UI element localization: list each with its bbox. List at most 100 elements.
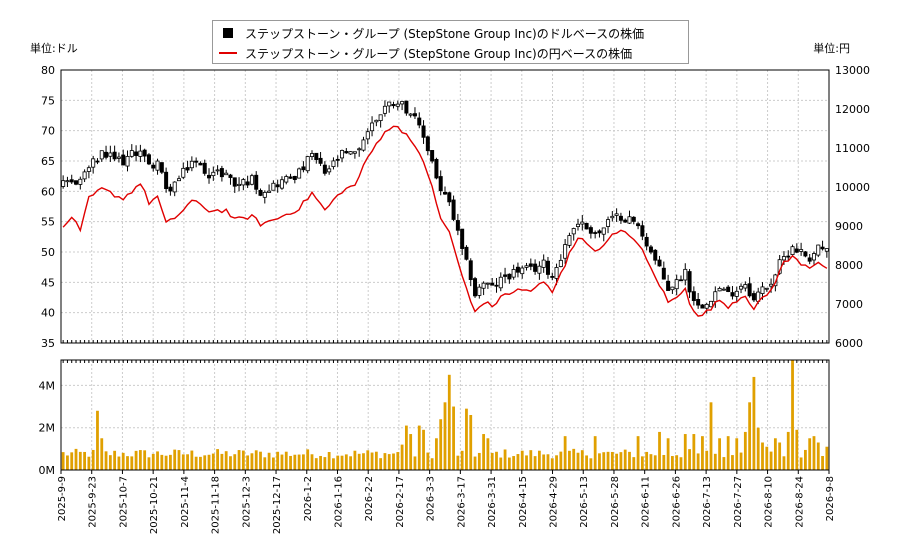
candle-body — [65, 180, 70, 183]
y-right-tick-label: 8000 — [835, 259, 863, 272]
volume-bar — [469, 415, 473, 470]
volume-bar — [100, 438, 104, 470]
candle-body — [271, 182, 276, 191]
candle-body — [254, 174, 259, 190]
candle-body — [790, 246, 795, 255]
candle-body — [134, 151, 139, 156]
candle-body — [151, 164, 156, 169]
candle-body — [249, 175, 254, 185]
candle-body — [730, 292, 735, 297]
candle-body — [803, 251, 808, 257]
candle-body — [309, 153, 314, 157]
volume-bar — [615, 453, 619, 470]
volume-bar — [143, 450, 147, 470]
candle-body — [434, 158, 439, 179]
candle-body — [322, 164, 327, 174]
legend-label-jpy: ステップストーン・グループ (StepStone Group Inc)の円ベース… — [245, 46, 633, 61]
volume-bar — [66, 455, 69, 470]
volume-bar — [808, 438, 812, 470]
volume-bar — [293, 454, 297, 470]
candle-body — [395, 103, 400, 107]
candle-body — [318, 157, 323, 164]
candle-body — [378, 114, 383, 121]
y-left-tick-label: 35 — [41, 337, 55, 350]
volume-bar — [216, 449, 220, 470]
candle-body — [288, 176, 293, 179]
volume-bar — [61, 452, 65, 470]
volume-bar — [181, 454, 185, 470]
candle-body — [408, 113, 413, 116]
volume-bar — [130, 456, 134, 470]
y-right-tick-label: 9000 — [835, 220, 863, 233]
candle-body — [648, 246, 653, 253]
candle-body — [314, 152, 319, 160]
candle-body — [357, 148, 362, 151]
x-tick-label: 2026-3-3 — [426, 476, 437, 521]
volume-bar — [769, 451, 773, 470]
candle-body — [348, 151, 353, 155]
candle-body — [417, 117, 422, 126]
candle-body — [284, 176, 289, 183]
candle-body — [657, 259, 662, 267]
y-left-tick-label: 55 — [41, 216, 55, 229]
volume-bar — [70, 452, 74, 470]
volume-bar — [653, 455, 657, 470]
volume-frame — [60, 359, 830, 471]
candle-body — [69, 179, 74, 183]
candle-body — [533, 263, 538, 272]
candle-body — [627, 216, 632, 224]
candle-body — [696, 299, 701, 306]
x-tick-label: 2026-6-26 — [671, 476, 682, 528]
candle-body — [168, 186, 173, 192]
candle-body — [202, 162, 207, 174]
volume-bar — [580, 450, 584, 470]
candle-body — [726, 286, 731, 292]
volume-bar — [593, 436, 597, 470]
volume-bar — [568, 450, 571, 470]
volume-bar — [649, 454, 653, 470]
volume-bar — [267, 452, 271, 470]
volume-bar — [443, 402, 447, 470]
volume-bar — [404, 425, 408, 470]
candle-body — [477, 286, 482, 296]
volume-bar — [104, 451, 108, 470]
volume-bar — [662, 454, 666, 470]
volume-bar — [709, 402, 713, 470]
candle-body — [301, 166, 306, 171]
volume-bar — [160, 454, 164, 470]
candle-body — [275, 184, 280, 188]
candle-body — [606, 219, 611, 227]
candle-body — [155, 160, 160, 171]
volume-bar — [563, 436, 567, 470]
y-left-tick-label: 80 — [41, 64, 55, 77]
candle-body — [631, 216, 636, 222]
volume-bar — [773, 438, 777, 470]
x-tick-label: 2025-10-7 — [118, 476, 129, 528]
candle-body — [751, 293, 756, 301]
volume-bar — [211, 453, 215, 470]
volume-bar — [297, 454, 301, 470]
x-tick-label: 2026-8-24 — [794, 476, 805, 528]
volume-bar — [525, 455, 528, 470]
volume-bar — [782, 456, 786, 470]
legend-swatch-jpy — [219, 52, 237, 54]
volume-bar — [417, 425, 421, 470]
volume-bar — [791, 360, 794, 470]
volume-bar — [460, 450, 464, 470]
y-right-tick-label: 12000 — [835, 103, 870, 116]
volume-bar — [482, 434, 486, 470]
candle-body — [683, 268, 688, 281]
candle-body — [425, 136, 430, 152]
candle-body — [464, 246, 469, 260]
candle-body — [709, 300, 714, 308]
x-tick-label: 2026-4-29 — [549, 476, 560, 528]
volume-bar — [374, 451, 378, 470]
candle-body — [541, 259, 546, 268]
y-left-tick-label: 45 — [41, 276, 55, 289]
candle-body — [773, 274, 778, 287]
candle-body — [571, 228, 576, 235]
legend-item-usd: ステップストーン・グループ (StepStone Group Inc)のドルベー… — [219, 24, 644, 42]
volume-bar — [507, 457, 511, 470]
candle-body — [142, 149, 147, 157]
